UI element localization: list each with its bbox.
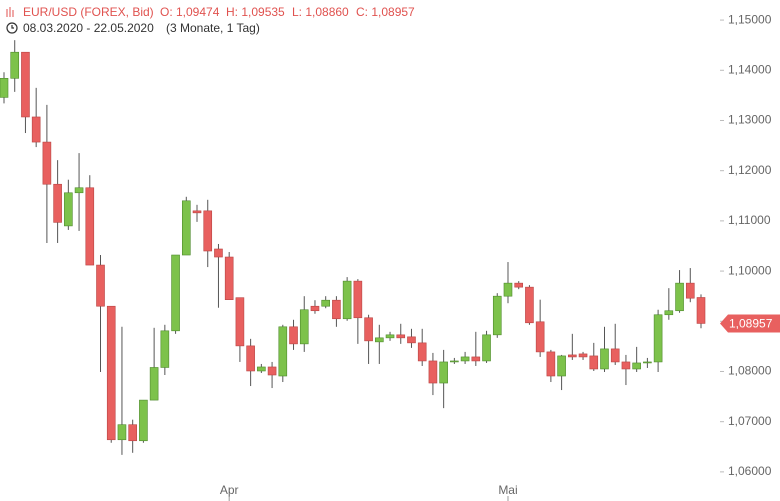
candle-body: [664, 310, 674, 316]
candle-body: [675, 282, 684, 312]
price-marker: [720, 314, 780, 333]
candle-body: [31, 116, 41, 143]
candle-body: [267, 366, 277, 376]
price-label: 1,08957: [729, 317, 773, 331]
y-tick-label: 1,14000: [728, 62, 772, 76]
candle-body: [621, 361, 631, 370]
y-tick-label: 1,13000: [728, 113, 772, 127]
candle-body: [428, 360, 438, 384]
y-tick-label: 1,10000: [728, 263, 772, 277]
candle-body: [235, 297, 245, 347]
candle-body: [546, 351, 556, 377]
candle-body: [321, 299, 330, 307]
y-tick-label: 1,11000: [728, 213, 771, 227]
candle-body: [310, 305, 320, 312]
candle-body: [557, 355, 566, 377]
candle-body: [342, 280, 352, 320]
candle-body: [64, 192, 73, 227]
candle-body: [417, 342, 427, 362]
header-icon: [6, 7, 14, 17]
candle-body: [289, 326, 298, 345]
candle-body: [117, 424, 127, 441]
candle-body: [471, 356, 481, 362]
candle-body: [407, 336, 416, 344]
candle-body: [106, 305, 116, 441]
candle-body: [685, 282, 695, 299]
candle-body: [353, 280, 363, 319]
candle-body: [653, 314, 663, 363]
candle-body: [278, 326, 288, 377]
candle-body: [53, 183, 62, 223]
y-tick-label: 1,15000: [728, 12, 772, 26]
candle-body: [460, 356, 470, 362]
candle-body: [21, 51, 30, 118]
candle-body: [96, 264, 105, 307]
candle-body: [160, 330, 170, 368]
chart-title: EUR/USD (FOREX, Bid): [23, 5, 154, 19]
candle-body: [525, 286, 534, 324]
summary-low: L: 1,08860: [292, 5, 349, 19]
candle-body: [482, 334, 491, 362]
candle-body: [171, 254, 180, 332]
summary-open: O: 1,09474: [160, 5, 220, 19]
candle-body: [224, 256, 234, 300]
candle-body: [192, 210, 202, 214]
summary-high: H: 1,09535: [226, 5, 285, 19]
candle-body: [450, 360, 459, 363]
candle-body: [214, 248, 223, 258]
candle-body: [578, 353, 588, 358]
candle-body: [0, 78, 9, 98]
y-tick-label: 1,08000: [728, 364, 772, 378]
candle-body: [42, 141, 52, 185]
candle-body: [396, 334, 406, 339]
candle-body: [332, 299, 341, 320]
candle-body: [246, 345, 255, 372]
candle-body: [181, 200, 191, 256]
candle-body: [299, 309, 309, 345]
candle-body: [203, 210, 213, 252]
summary-close: C: 1,08957: [356, 5, 415, 19]
y-tick-label: 1,07000: [728, 414, 772, 428]
candle-body: [589, 355, 599, 370]
candle-body: [535, 321, 545, 353]
candle-body: [610, 348, 620, 363]
candle-body: [128, 424, 137, 442]
x-tick-label: Mai: [498, 483, 517, 497]
candle-body: [375, 337, 384, 343]
candle-body: [632, 362, 641, 370]
candle-body: [696, 297, 706, 324]
clock-icon: [6, 22, 18, 34]
y-tick-label: 1,06000: [728, 464, 772, 478]
y-tick-label: 1,12000: [728, 163, 772, 177]
candle-body: [85, 187, 95, 266]
period: 08.03.2020 - 22.05.2020: [23, 21, 154, 35]
candle-body: [385, 334, 395, 339]
x-tick-label: Apr: [220, 483, 239, 497]
candle-body: [503, 282, 513, 297]
candle-body: [364, 317, 373, 342]
candle-body: [568, 354, 577, 358]
candle-body: [492, 295, 502, 336]
candle-body: [257, 366, 266, 372]
candle-body: [514, 282, 524, 288]
candle-body: [600, 348, 609, 370]
candle-body: [139, 399, 148, 442]
span: (3 Monate, 1 Tag): [166, 21, 260, 35]
candle-body: [74, 187, 84, 194]
candle-body: [439, 361, 448, 384]
candle-body: [10, 51, 20, 79]
candle-body: [149, 367, 159, 401]
candle-body: [643, 361, 652, 364]
